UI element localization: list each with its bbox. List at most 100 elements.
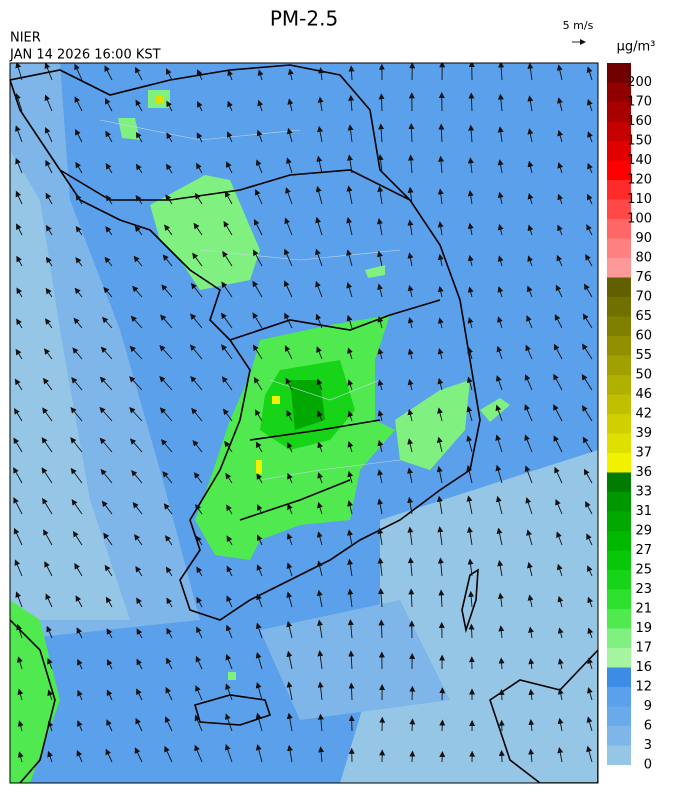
wind-arrow <box>553 343 563 360</box>
wind-arrow <box>528 626 534 639</box>
wind-arrow <box>528 718 535 732</box>
wind-arrow <box>131 470 143 484</box>
wind-arrow <box>41 437 53 453</box>
wind-arrow <box>287 68 294 81</box>
wind-arrow <box>77 689 83 701</box>
wind-arrow <box>318 746 325 763</box>
wind-arrow <box>135 99 143 112</box>
wind-arrow <box>15 591 23 608</box>
wind-arrow <box>159 407 173 422</box>
colorbar-segment <box>607 375 631 395</box>
wind-arrow <box>47 750 53 763</box>
wind-arrow <box>317 472 323 484</box>
wind-arrow <box>378 123 385 143</box>
colorbar-segment <box>607 82 631 102</box>
wind-arrow <box>135 163 143 174</box>
wind-arrow <box>556 254 563 267</box>
wind-arrow <box>104 564 113 577</box>
wind-arrow <box>284 345 293 360</box>
colorbar-segment <box>607 336 631 356</box>
wind-arrow <box>347 347 353 360</box>
wind-arrow <box>13 437 23 453</box>
wind-arrow <box>226 161 233 174</box>
wind-arrow <box>70 406 83 422</box>
wind-arrow <box>317 501 323 515</box>
colorbar-label: 31 <box>635 504 652 519</box>
wind-arrow <box>317 96 324 112</box>
colorbar-label: 16 <box>635 660 652 675</box>
wind-arrow <box>256 473 263 484</box>
colorbar-unit: μg/m³ <box>617 40 656 55</box>
wind-arrow <box>315 280 323 298</box>
wind-arrow <box>71 499 83 515</box>
wind-arrow <box>497 223 504 236</box>
wind-arrow <box>582 436 593 453</box>
colorbar-segment <box>607 238 631 258</box>
wind-arrow <box>467 254 474 267</box>
wind-arrow <box>527 224 534 236</box>
wind-arrow <box>407 557 414 577</box>
wind-arrow <box>166 163 173 174</box>
wind-arrow <box>497 286 504 298</box>
wind-arrow <box>527 192 534 205</box>
wind-arrow <box>347 529 353 546</box>
wind-arrow <box>42 497 53 515</box>
wind-arrow <box>160 439 173 453</box>
wind-arrow <box>192 439 203 453</box>
wind-arrow <box>557 129 564 143</box>
wind-arrow <box>159 344 173 360</box>
colorbar-segment <box>607 726 631 746</box>
wind-arrow <box>106 659 113 670</box>
wind-arrow <box>316 531 323 546</box>
green-zone <box>480 398 510 422</box>
wind-arrow <box>47 657 53 670</box>
wind-arrow <box>587 162 593 174</box>
wind-arrow <box>525 344 533 360</box>
wind-arrow <box>346 217 353 236</box>
wind-arrow <box>407 467 414 484</box>
wind-arrow <box>253 249 263 267</box>
boundary <box>229 299 441 521</box>
wind-arrow <box>582 313 593 329</box>
wind-arrow <box>556 531 563 546</box>
wind-arrow <box>196 132 203 143</box>
wind-arrow <box>47 720 54 732</box>
wind-arrow <box>407 154 414 174</box>
colorbar-segment <box>607 433 631 453</box>
wind-arrow <box>101 500 113 515</box>
wind-arrow <box>498 688 505 701</box>
wind-arrow <box>227 69 233 81</box>
wind-arrow <box>437 221 444 236</box>
wind-arrow <box>15 125 23 143</box>
wind-arrow <box>224 744 233 763</box>
wind-arrow <box>524 374 533 391</box>
wind-arrow <box>287 744 293 763</box>
wind-arrow <box>497 126 504 143</box>
colorbar-segment <box>607 121 631 141</box>
wind-arrow <box>225 472 233 484</box>
wind-arrow <box>286 157 293 174</box>
map <box>10 63 598 783</box>
wind-arrow <box>75 257 83 267</box>
wind-arrow <box>586 533 593 546</box>
wind-arrow <box>437 407 443 422</box>
wind-arrow <box>256 593 263 608</box>
wind-arrow <box>224 713 233 732</box>
wind-arrow <box>437 347 444 360</box>
wind-arrow <box>134 534 143 546</box>
wind-arrow <box>283 280 293 298</box>
colorbar-label: 29 <box>635 524 652 539</box>
wind-arrow <box>437 188 444 205</box>
wind-arrow <box>15 157 23 174</box>
wind-arrow <box>525 497 533 515</box>
wind-field <box>13 63 594 763</box>
wind-arrow <box>226 131 233 143</box>
yellow-spot <box>256 460 262 474</box>
wind-arrow <box>16 287 23 298</box>
wind-arrow <box>135 565 143 577</box>
wind-arrow <box>555 284 563 298</box>
wind-arrow <box>45 224 53 236</box>
wind-arrow <box>221 281 233 298</box>
green-zone <box>365 265 385 278</box>
wind-arrow <box>466 435 473 453</box>
